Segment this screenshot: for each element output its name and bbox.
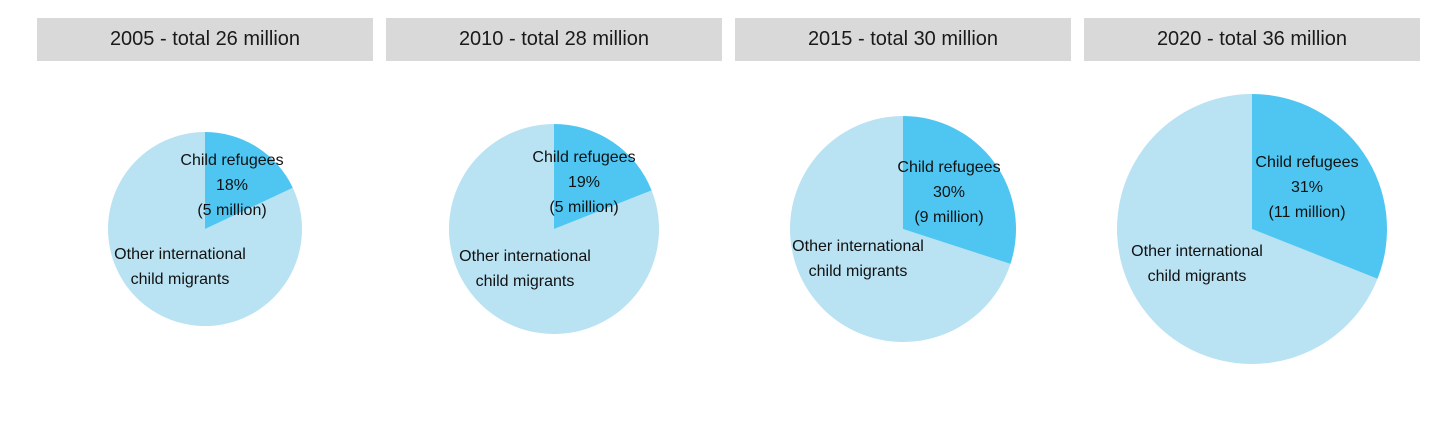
- data-label-other-2015: Other international child migrants: [792, 238, 924, 280]
- pie-slice-refugees-2015: [903, 116, 1016, 264]
- chart-title-2020: 2020 - total 36 million: [1084, 18, 1420, 61]
- data-label-refugees-2005: Child refugees 18% (5 million): [180, 152, 283, 219]
- chart-title-2005: 2005 - total 26 million: [37, 18, 373, 61]
- pie-slice-refugees-2020: [1252, 93, 1387, 279]
- chart-title-2010: 2010 - total 28 million: [386, 18, 722, 61]
- data-label-other-2005: Other international child migrants: [114, 246, 246, 288]
- pie-slice-other-2015: [789, 116, 1011, 342]
- data-label-refugees-2020: Child refugees 31% (11 million): [1255, 154, 1358, 221]
- pie-slice-other-2020: [1116, 94, 1378, 364]
- chart-title-2015: 2015 - total 30 million: [735, 18, 1071, 61]
- pie-slice-other-2005: [107, 132, 302, 326]
- pie-slice-refugees-2005: [205, 132, 293, 229]
- data-label-other-2020: Other international child migrants: [1131, 243, 1263, 285]
- data-label-refugees-2015: Child refugees 30% (9 million): [897, 159, 1000, 226]
- data-label-refugees-2010: Child refugees 19% (5 million): [532, 149, 635, 216]
- pie-slice-refugees-2010: [554, 124, 652, 229]
- data-label-other-2010: Other international child migrants: [459, 248, 591, 290]
